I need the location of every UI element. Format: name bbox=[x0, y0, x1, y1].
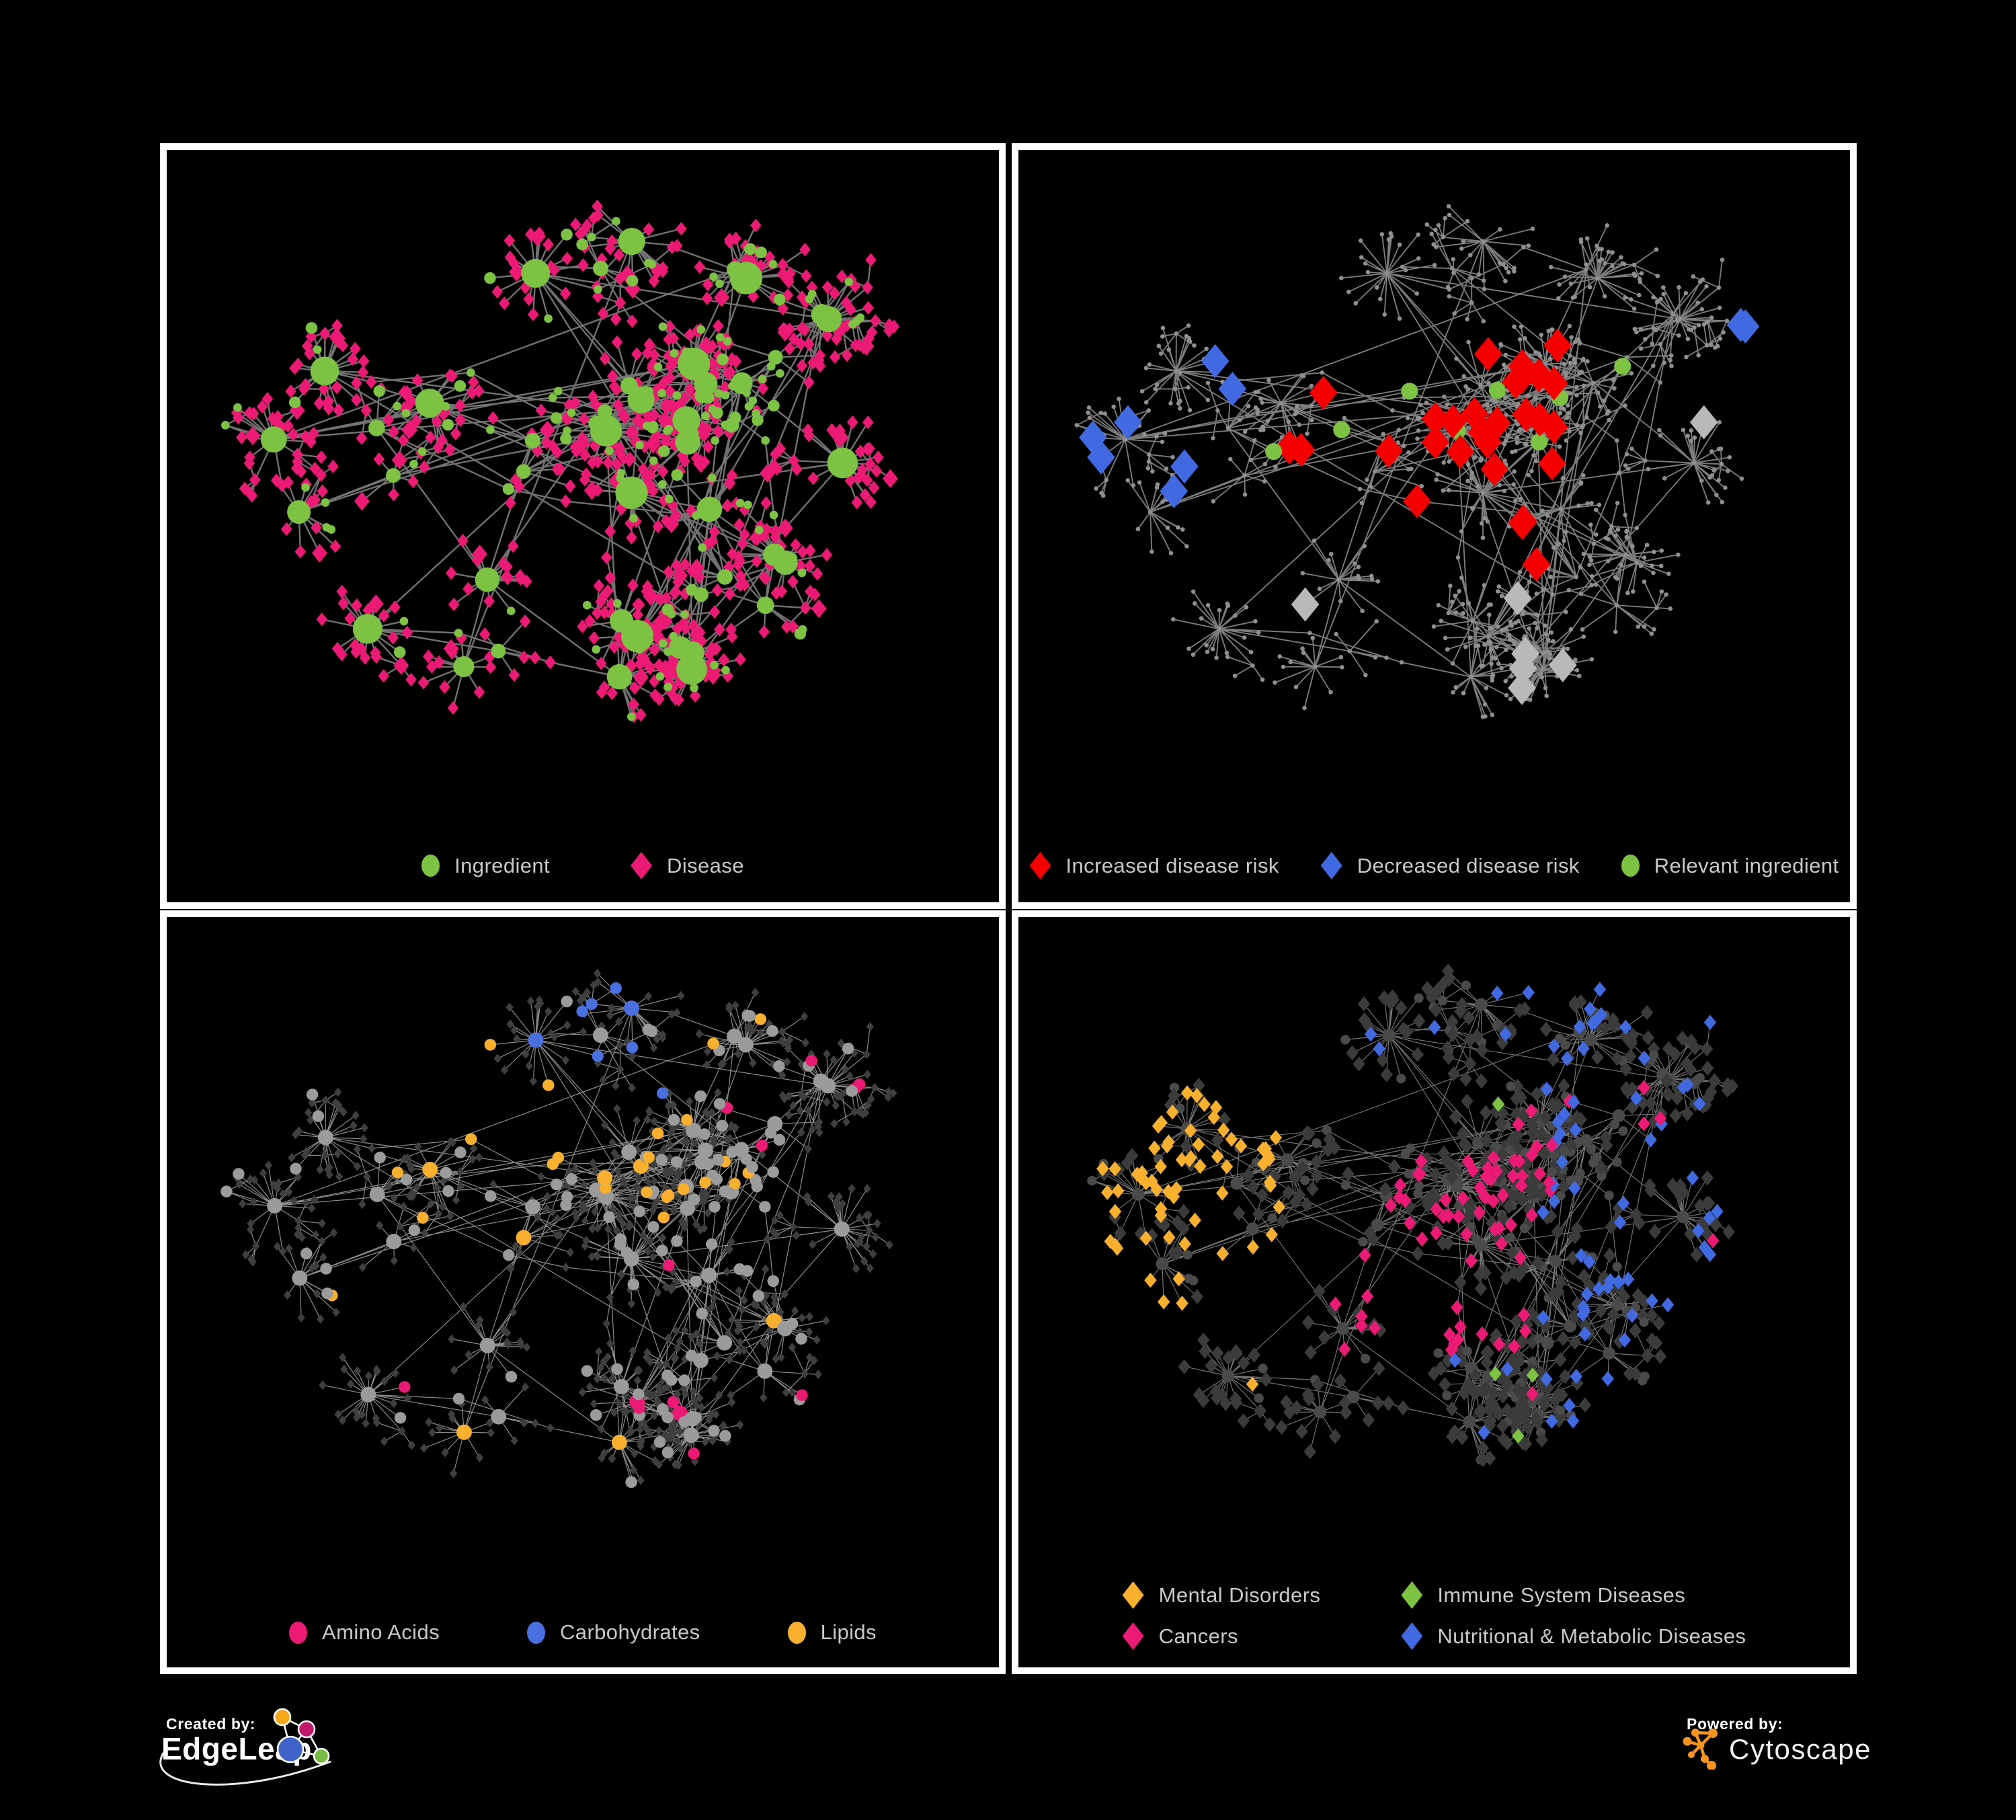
legend-item-ingredient: Ingredient bbox=[421, 854, 550, 878]
legend-ingredient-disease: Ingredient Disease bbox=[167, 852, 999, 879]
cancers-swatch-icon bbox=[1122, 1622, 1144, 1650]
immune-diseases-swatch-icon bbox=[1401, 1581, 1423, 1609]
relevant-ingredient-swatch-icon bbox=[1621, 855, 1640, 877]
cytoscape-logo-icon bbox=[1683, 1729, 1718, 1770]
ingredient-classes-graph bbox=[220, 968, 897, 1489]
legend-label-cancers: Cancers bbox=[1158, 1624, 1238, 1648]
legend-item-decreased-risk: Decreased disease risk bbox=[1320, 852, 1580, 879]
legend-label-immune-diseases: Immune System Diseases bbox=[1437, 1583, 1686, 1607]
legend-disease-risk: Increased disease risk Decreased disease… bbox=[1018, 852, 1850, 879]
panel-ingredient-disease: Ingredient Disease bbox=[160, 143, 1006, 909]
panel-disease-risk: Increased disease risk Decreased disease… bbox=[1012, 143, 1857, 909]
ingredient-swatch-icon bbox=[421, 855, 440, 877]
legend-label-ingredient: Ingredient bbox=[454, 853, 551, 877]
legend-item-mental-disorders: Mental Disorders bbox=[1122, 1581, 1321, 1609]
legend-item-lipids: Lipids bbox=[787, 1620, 877, 1645]
legend-ingredient-classes: Amino Acids Carbohydrates Lipids bbox=[167, 1620, 999, 1645]
disease-classes-graph bbox=[1087, 963, 1739, 1468]
increased-risk-swatch-icon bbox=[1029, 852, 1051, 879]
legend-label-mental-disorders: Mental Disorders bbox=[1158, 1583, 1321, 1607]
nutritional-diseases-swatch-icon bbox=[1401, 1622, 1423, 1650]
edgeleap-node-blue bbox=[276, 1735, 305, 1764]
legend-item-immune-diseases: Immune System Diseases bbox=[1401, 1581, 1746, 1609]
legend-label-relevant-ingredient: Relevant ingredient bbox=[1654, 853, 1839, 877]
amino-acids-swatch-icon bbox=[289, 1621, 308, 1644]
legend-label-increased-risk: Increased disease risk bbox=[1065, 853, 1279, 877]
legend-item-nutritional-diseases: Nutritional & Metabolic Diseases bbox=[1401, 1622, 1746, 1650]
disease-swatch-icon bbox=[631, 852, 653, 879]
legend-label-decreased-risk: Decreased disease risk bbox=[1357, 853, 1580, 877]
edgeleap-swoosh-decoration bbox=[159, 1751, 331, 1786]
legend-disease-classes: Mental Disorders Immune System Diseases … bbox=[1018, 1581, 1850, 1650]
legend-item-disease: Disease bbox=[631, 852, 744, 879]
mental-disorders-swatch-icon bbox=[1122, 1581, 1144, 1609]
edgeleap-node-crimson bbox=[297, 1720, 316, 1739]
legend-item-relevant-ingredient: Relevant ingredient bbox=[1621, 854, 1839, 878]
legend-label-lipids: Lipids bbox=[820, 1620, 877, 1644]
cytoscape-wordmark: Cytoscape bbox=[1729, 1733, 1871, 1765]
disease-risk-graph bbox=[1074, 204, 1760, 719]
carbohydrates-swatch-icon bbox=[527, 1621, 546, 1644]
legend-label-disease: Disease bbox=[667, 853, 744, 877]
edgeleap-node-yellow bbox=[273, 1708, 292, 1727]
legend-item-cancers: Cancers bbox=[1122, 1622, 1321, 1650]
decreased-risk-swatch-icon bbox=[1320, 852, 1342, 879]
panel-ingredient-classes: Amino Acids Carbohydrates Lipids bbox=[160, 910, 1006, 1674]
legend-label-amino-acids: Amino Acids bbox=[322, 1620, 440, 1644]
panel-disease-classes: Mental Disorders Immune System Diseases … bbox=[1012, 910, 1857, 1674]
legend-label-nutritional-diseases: Nutritional & Metabolic Diseases bbox=[1437, 1624, 1746, 1648]
legend-item-increased-risk: Increased disease risk bbox=[1029, 852, 1279, 879]
legend-item-amino-acids: Amino Acids bbox=[289, 1620, 440, 1645]
edgeleap-network-logo-icon bbox=[273, 1708, 330, 1765]
lipids-swatch-icon bbox=[787, 1621, 806, 1644]
powered-by-label: Powered by: bbox=[1687, 1715, 1783, 1733]
edgeleap-node-green bbox=[313, 1747, 330, 1765]
legend-label-carbohydrates: Carbohydrates bbox=[560, 1620, 700, 1644]
created-by-label: Created by: bbox=[166, 1715, 256, 1733]
legend-item-carbohydrates: Carbohydrates bbox=[527, 1620, 700, 1645]
ingredient-disease-graph bbox=[221, 199, 900, 723]
